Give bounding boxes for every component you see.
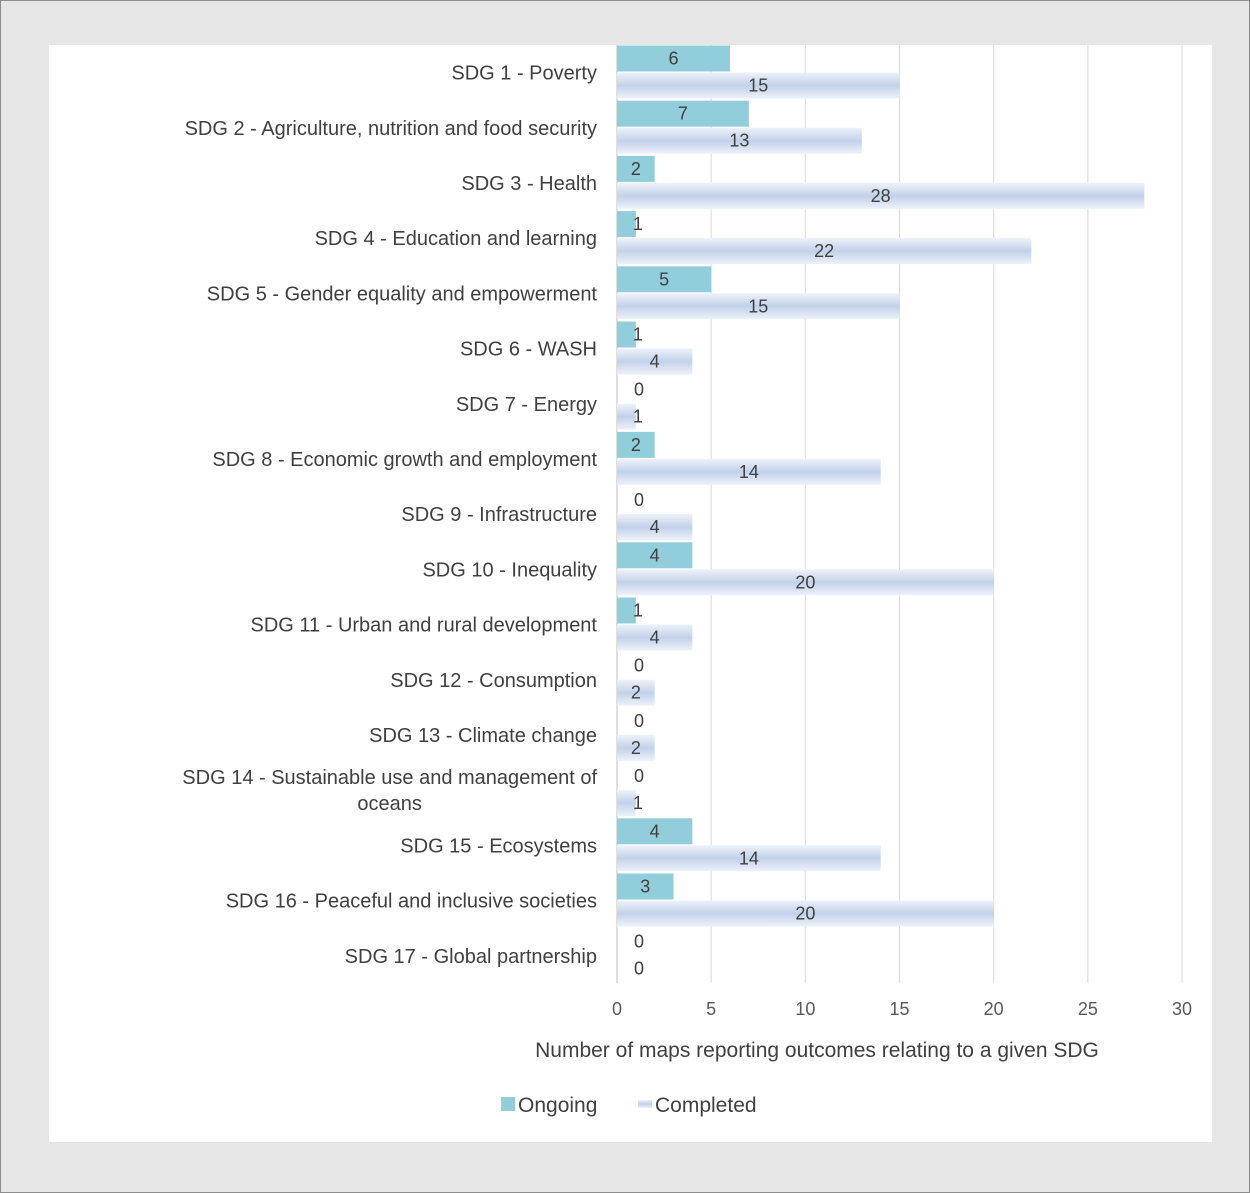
data-label-completed: 28 bbox=[871, 186, 891, 206]
bar-ongoing bbox=[617, 542, 693, 569]
data-label-completed: 4 bbox=[650, 628, 660, 648]
data-label-completed: 14 bbox=[739, 462, 759, 482]
bar-ongoing bbox=[617, 431, 655, 458]
bar-completed bbox=[617, 458, 881, 485]
bar-ongoing bbox=[617, 873, 674, 900]
data-label-ongoing: 1 bbox=[633, 601, 643, 621]
bar-completed bbox=[617, 403, 636, 430]
bar-completed bbox=[617, 900, 994, 927]
data-label-ongoing: 0 bbox=[634, 711, 644, 731]
category-label: SDG 4 - Education and learning bbox=[315, 228, 597, 250]
data-label-ongoing: 0 bbox=[634, 380, 644, 400]
category-label: SDG 11 - Urban and rural development bbox=[251, 615, 598, 637]
bars bbox=[617, 45, 1145, 927]
legend: Ongoing Completed bbox=[501, 1094, 757, 1117]
legend-swatch-ongoing bbox=[501, 1097, 515, 1111]
legend-label-completed: Completed bbox=[655, 1094, 757, 1117]
bar-completed bbox=[617, 734, 655, 761]
data-label-completed: 0 bbox=[634, 959, 644, 979]
data-label-completed: 14 bbox=[739, 848, 759, 868]
x-tick-label: 30 bbox=[1172, 999, 1192, 1019]
category-label: SDG 16 - Peaceful and inclusive societie… bbox=[226, 891, 597, 913]
category-label: SDG 7 - Energy bbox=[456, 394, 597, 416]
bar-chart: 6157132281225151401214044201402020141432… bbox=[182, 45, 1192, 1117]
bar-completed bbox=[617, 348, 693, 375]
category-labels: SDG 1 - Poverty SDG 2 - Agriculture, nutr… bbox=[182, 63, 597, 968]
category-label: SDG 9 - Infrastructure bbox=[401, 504, 597, 526]
bar-completed bbox=[617, 790, 636, 817]
bar-ongoing bbox=[617, 818, 693, 845]
x-tick-label: 5 bbox=[706, 999, 716, 1019]
data-label-ongoing: 7 bbox=[678, 104, 688, 124]
data-label-completed: 2 bbox=[631, 738, 641, 758]
category-label: SDG 1 - Poverty bbox=[451, 63, 597, 85]
chart-panel: 6 15 7 13 2 28 1 22 5 15 1 4 0 1 2 14 0 4 4 20 1 4 0 2 0 2 0 1 4 14 3 2… bbox=[49, 45, 1212, 1142]
bar-ongoing bbox=[617, 100, 749, 127]
x-tick-label: 20 bbox=[984, 999, 1004, 1019]
data-label-ongoing: 0 bbox=[634, 656, 644, 676]
data-label-completed: 4 bbox=[650, 352, 660, 372]
data-label-completed: 1 bbox=[633, 793, 643, 813]
data-label-completed: 1 bbox=[633, 407, 643, 427]
category-label: SDG 17 - Global partnership bbox=[345, 946, 597, 968]
bar-completed bbox=[617, 293, 900, 320]
data-label-ongoing: 2 bbox=[631, 435, 641, 455]
data-label-ongoing: 5 bbox=[659, 269, 669, 289]
category-label: SDG 2 - Agriculture, nutrition and food … bbox=[185, 118, 597, 140]
data-label-completed: 2 bbox=[631, 683, 641, 703]
bar-ongoing bbox=[617, 45, 730, 72]
data-label-ongoing: 6 bbox=[668, 49, 678, 69]
bar-completed bbox=[617, 182, 1145, 209]
bar-completed bbox=[617, 569, 994, 596]
category-label: SDG 8 - Economic growth and employment bbox=[212, 449, 597, 471]
category-label: SDG 3 - Health bbox=[461, 173, 597, 195]
data-label-completed: 15 bbox=[748, 76, 768, 96]
data-label-ongoing: 3 bbox=[640, 877, 650, 897]
data-label-ongoing: 1 bbox=[633, 325, 643, 345]
data-label-ongoing: 0 bbox=[634, 766, 644, 786]
data-label-completed: 4 bbox=[650, 517, 660, 537]
x-tick-label: 10 bbox=[795, 999, 815, 1019]
bar-completed bbox=[617, 845, 881, 872]
category-label: SDG 10 - Inequality bbox=[422, 559, 597, 581]
data-label-completed: 13 bbox=[729, 131, 749, 151]
data-label-completed: 15 bbox=[748, 296, 768, 316]
data-label-ongoing: 1 bbox=[633, 214, 643, 234]
bar-ongoing bbox=[617, 266, 712, 293]
legend-label-ongoing: Ongoing bbox=[518, 1094, 597, 1117]
legend-swatch-completed bbox=[638, 1100, 652, 1108]
data-label-ongoing: 0 bbox=[634, 932, 644, 952]
x-axis-title: Number of maps reporting outcomes relati… bbox=[535, 1039, 1099, 1062]
x-tick-label: 25 bbox=[1078, 999, 1098, 1019]
category-label: SDG 15 - Ecosystems bbox=[400, 835, 597, 857]
data-label-ongoing: 2 bbox=[631, 159, 641, 179]
bar-ongoing bbox=[617, 597, 636, 624]
bar-completed bbox=[617, 127, 862, 154]
data-labels: 6157132281225151401214044201402020141432… bbox=[631, 49, 891, 979]
bar-completed bbox=[617, 679, 655, 706]
bar-ongoing bbox=[617, 155, 655, 182]
bar-completed bbox=[617, 514, 693, 541]
bar-ongoing bbox=[617, 211, 636, 238]
bar-completed bbox=[617, 72, 900, 99]
data-label-completed: 20 bbox=[795, 904, 815, 924]
bar-ongoing bbox=[617, 321, 636, 348]
category-label: SDG 14 - Sustainable use and management … bbox=[182, 767, 597, 815]
data-label-ongoing: 4 bbox=[650, 545, 660, 565]
category-label: SDG 12 - Consumption bbox=[390, 670, 597, 692]
data-label-completed: 22 bbox=[814, 241, 834, 261]
x-tick-labels: 0 5 10 15 20 25 30 bbox=[612, 999, 1192, 1019]
bar-completed bbox=[617, 624, 693, 651]
data-label-ongoing: 0 bbox=[634, 490, 644, 510]
x-tick-label: 15 bbox=[889, 999, 909, 1019]
x-tick-label: 0 bbox=[612, 999, 622, 1019]
category-label: SDG 13 - Climate change bbox=[369, 725, 597, 747]
data-label-ongoing: 4 bbox=[650, 821, 660, 841]
data-label-completed: 20 bbox=[795, 572, 815, 592]
category-label: SDG 5 - Gender equality and empowerment bbox=[207, 283, 598, 305]
bar-completed bbox=[617, 238, 1032, 265]
category-label: SDG 6 - WASH bbox=[460, 339, 597, 361]
